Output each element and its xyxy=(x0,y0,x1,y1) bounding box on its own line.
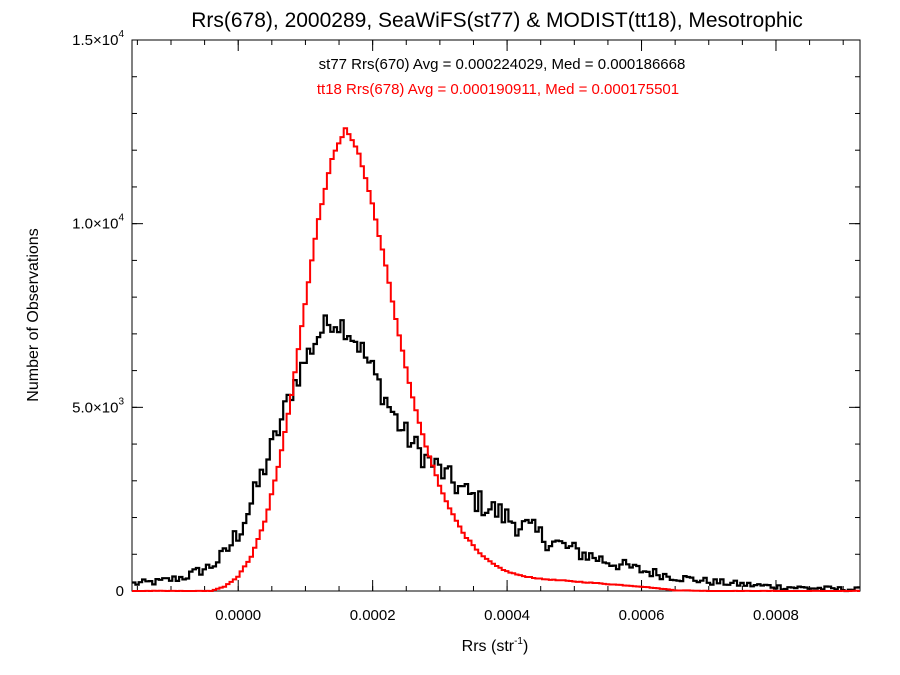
x-tick-label: 0.0006 xyxy=(619,607,665,624)
series-st77-line xyxy=(132,314,860,593)
plot-frame xyxy=(131,39,861,592)
y-tick-label: 1.0×104 xyxy=(72,213,124,233)
y-tick-label: 0 xyxy=(116,583,124,600)
x-axis-label-exponent: -1 xyxy=(514,636,523,647)
series-tt18-annotation: tt18 Rrs(678) Avg = 0.000190911, Med = 0… xyxy=(317,81,679,98)
x-tick-label: 0.0000 xyxy=(215,607,261,624)
x-axis-label-close: ) xyxy=(523,638,528,655)
series-tt18-line xyxy=(132,127,860,592)
x-tick-label: 0.0008 xyxy=(753,607,799,624)
y-tick-label: 1.5×104 xyxy=(72,29,124,49)
x-tick-labels: 0.0000 0.0002 0.0004 0.0006 0.0008 xyxy=(215,607,799,624)
y-axis-label: Number of Observations xyxy=(25,228,42,401)
axis-ticks xyxy=(132,39,860,592)
y-tick-labels: 0 5.0×103 1.0×104 1.5×104 xyxy=(72,29,124,600)
x-axis-label: Rrs (str-1) xyxy=(462,636,529,655)
series-st77-annotation: st77 Rrs(670) Avg = 0.000224029, Med = 0… xyxy=(319,56,686,73)
x-axis-label-base: Rrs (str xyxy=(462,638,515,655)
x-tick-label: 0.0002 xyxy=(350,607,396,624)
y-tick-label: 5.0×103 xyxy=(72,396,124,416)
x-tick-label: 0.0004 xyxy=(484,607,530,624)
chart-title: Rrs(678), 2000289, SeaWiFS(st77) & MODIS… xyxy=(191,9,803,32)
